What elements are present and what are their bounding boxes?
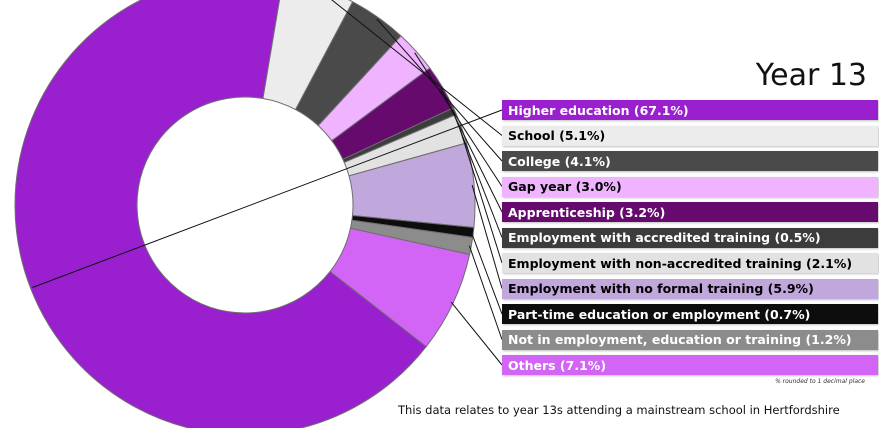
legend-label: Employment with accredited training (0.5…	[508, 230, 821, 245]
footnote: % rounded to 1 decimal place	[775, 378, 865, 385]
leader-line	[440, 88, 503, 213]
legend: Higher education (67.1%) School (5.1%) Col…	[502, 100, 878, 381]
legend-item: Employment with accredited training (0.5…	[502, 227, 878, 248]
legend-label: Employment with non-accredited training …	[508, 255, 853, 271]
leader-line	[468, 245, 503, 340]
legend-item: Employment with non-accredited training …	[502, 253, 878, 273]
legend-label: Employment with no formal training (5.9%…	[508, 281, 814, 296]
legend-label: Gap year (3.0%)	[508, 179, 622, 194]
legend-label: Part-time education or employment (0.7%)	[508, 306, 811, 322]
legend-label: College (4.1%)	[508, 153, 611, 169]
legend-item: Employment with no formal training (5.9%…	[502, 278, 878, 299]
leader-line	[470, 232, 503, 315]
leader-line	[414, 52, 503, 187]
legend-label: Apprenticeship (3.2%)	[508, 204, 666, 220]
leader-line	[331, 0, 503, 136]
legend-label: Others (7.1%)	[508, 357, 607, 373]
leader-line	[450, 301, 503, 366]
legend-label: Not in employment, education or training…	[508, 332, 852, 347]
legend-item: Apprenticeship (3.2%)	[502, 202, 878, 222]
legend-item: College (4.1%)	[502, 151, 878, 171]
legend-label: Higher education (67.1%)	[508, 102, 689, 118]
legend-item: Part-time education or employment (0.7%)	[502, 304, 878, 324]
legend-label: School (5.1%)	[508, 128, 606, 143]
leader-line	[459, 129, 503, 264]
leader-line	[471, 184, 503, 289]
leader-line	[32, 109, 503, 288]
pie-slice	[14, 0, 427, 428]
chart-title: Year 13	[755, 58, 867, 93]
legend-item: Higher education (67.1%)	[502, 100, 878, 120]
legend-item: School (5.1%)	[502, 125, 878, 146]
legend-item: Others (7.1%)	[502, 355, 878, 375]
legend-item: Not in employment, education or training…	[502, 329, 878, 350]
pie-slice	[329, 227, 471, 348]
caption: This data relates to year 13s attending …	[398, 403, 840, 417]
legend-item: Gap year (3.0%)	[502, 176, 878, 197]
